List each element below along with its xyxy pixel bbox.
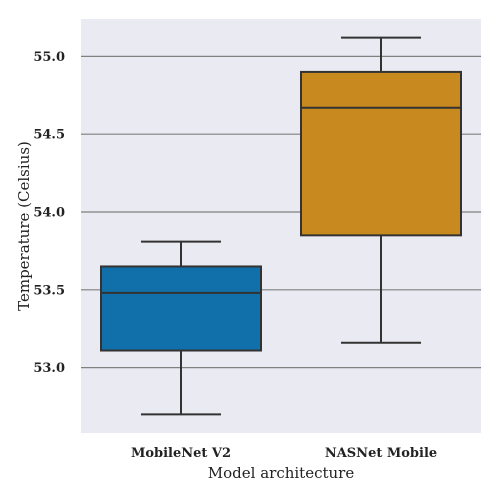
- x-tick-label: NASNet Mobile: [325, 446, 437, 461]
- y-tick-label: 55.0: [33, 50, 65, 65]
- y-tick-label: 54.5: [33, 128, 65, 143]
- x-tick-label: MobileNet V2: [131, 446, 231, 461]
- y-tick-label: 54.0: [33, 205, 65, 220]
- boxes: [100, 36, 462, 416]
- y-tick-label: 53.5: [33, 283, 65, 298]
- box-2: [300, 36, 462, 344]
- y-axis-label: Temperature (Celsius): [15, 141, 33, 311]
- box-1: [100, 240, 262, 416]
- x-axis-label: Model architecture: [208, 464, 355, 482]
- x-axis-ticks: MobileNet V2 NASNet Mobile: [131, 446, 437, 461]
- y-axis-ticks: 53.0 53.5 54.0 54.5 55.0: [33, 50, 65, 376]
- box-body: [300, 70, 462, 237]
- y-tick-label: 53.0: [33, 361, 65, 376]
- box-body: [100, 265, 262, 352]
